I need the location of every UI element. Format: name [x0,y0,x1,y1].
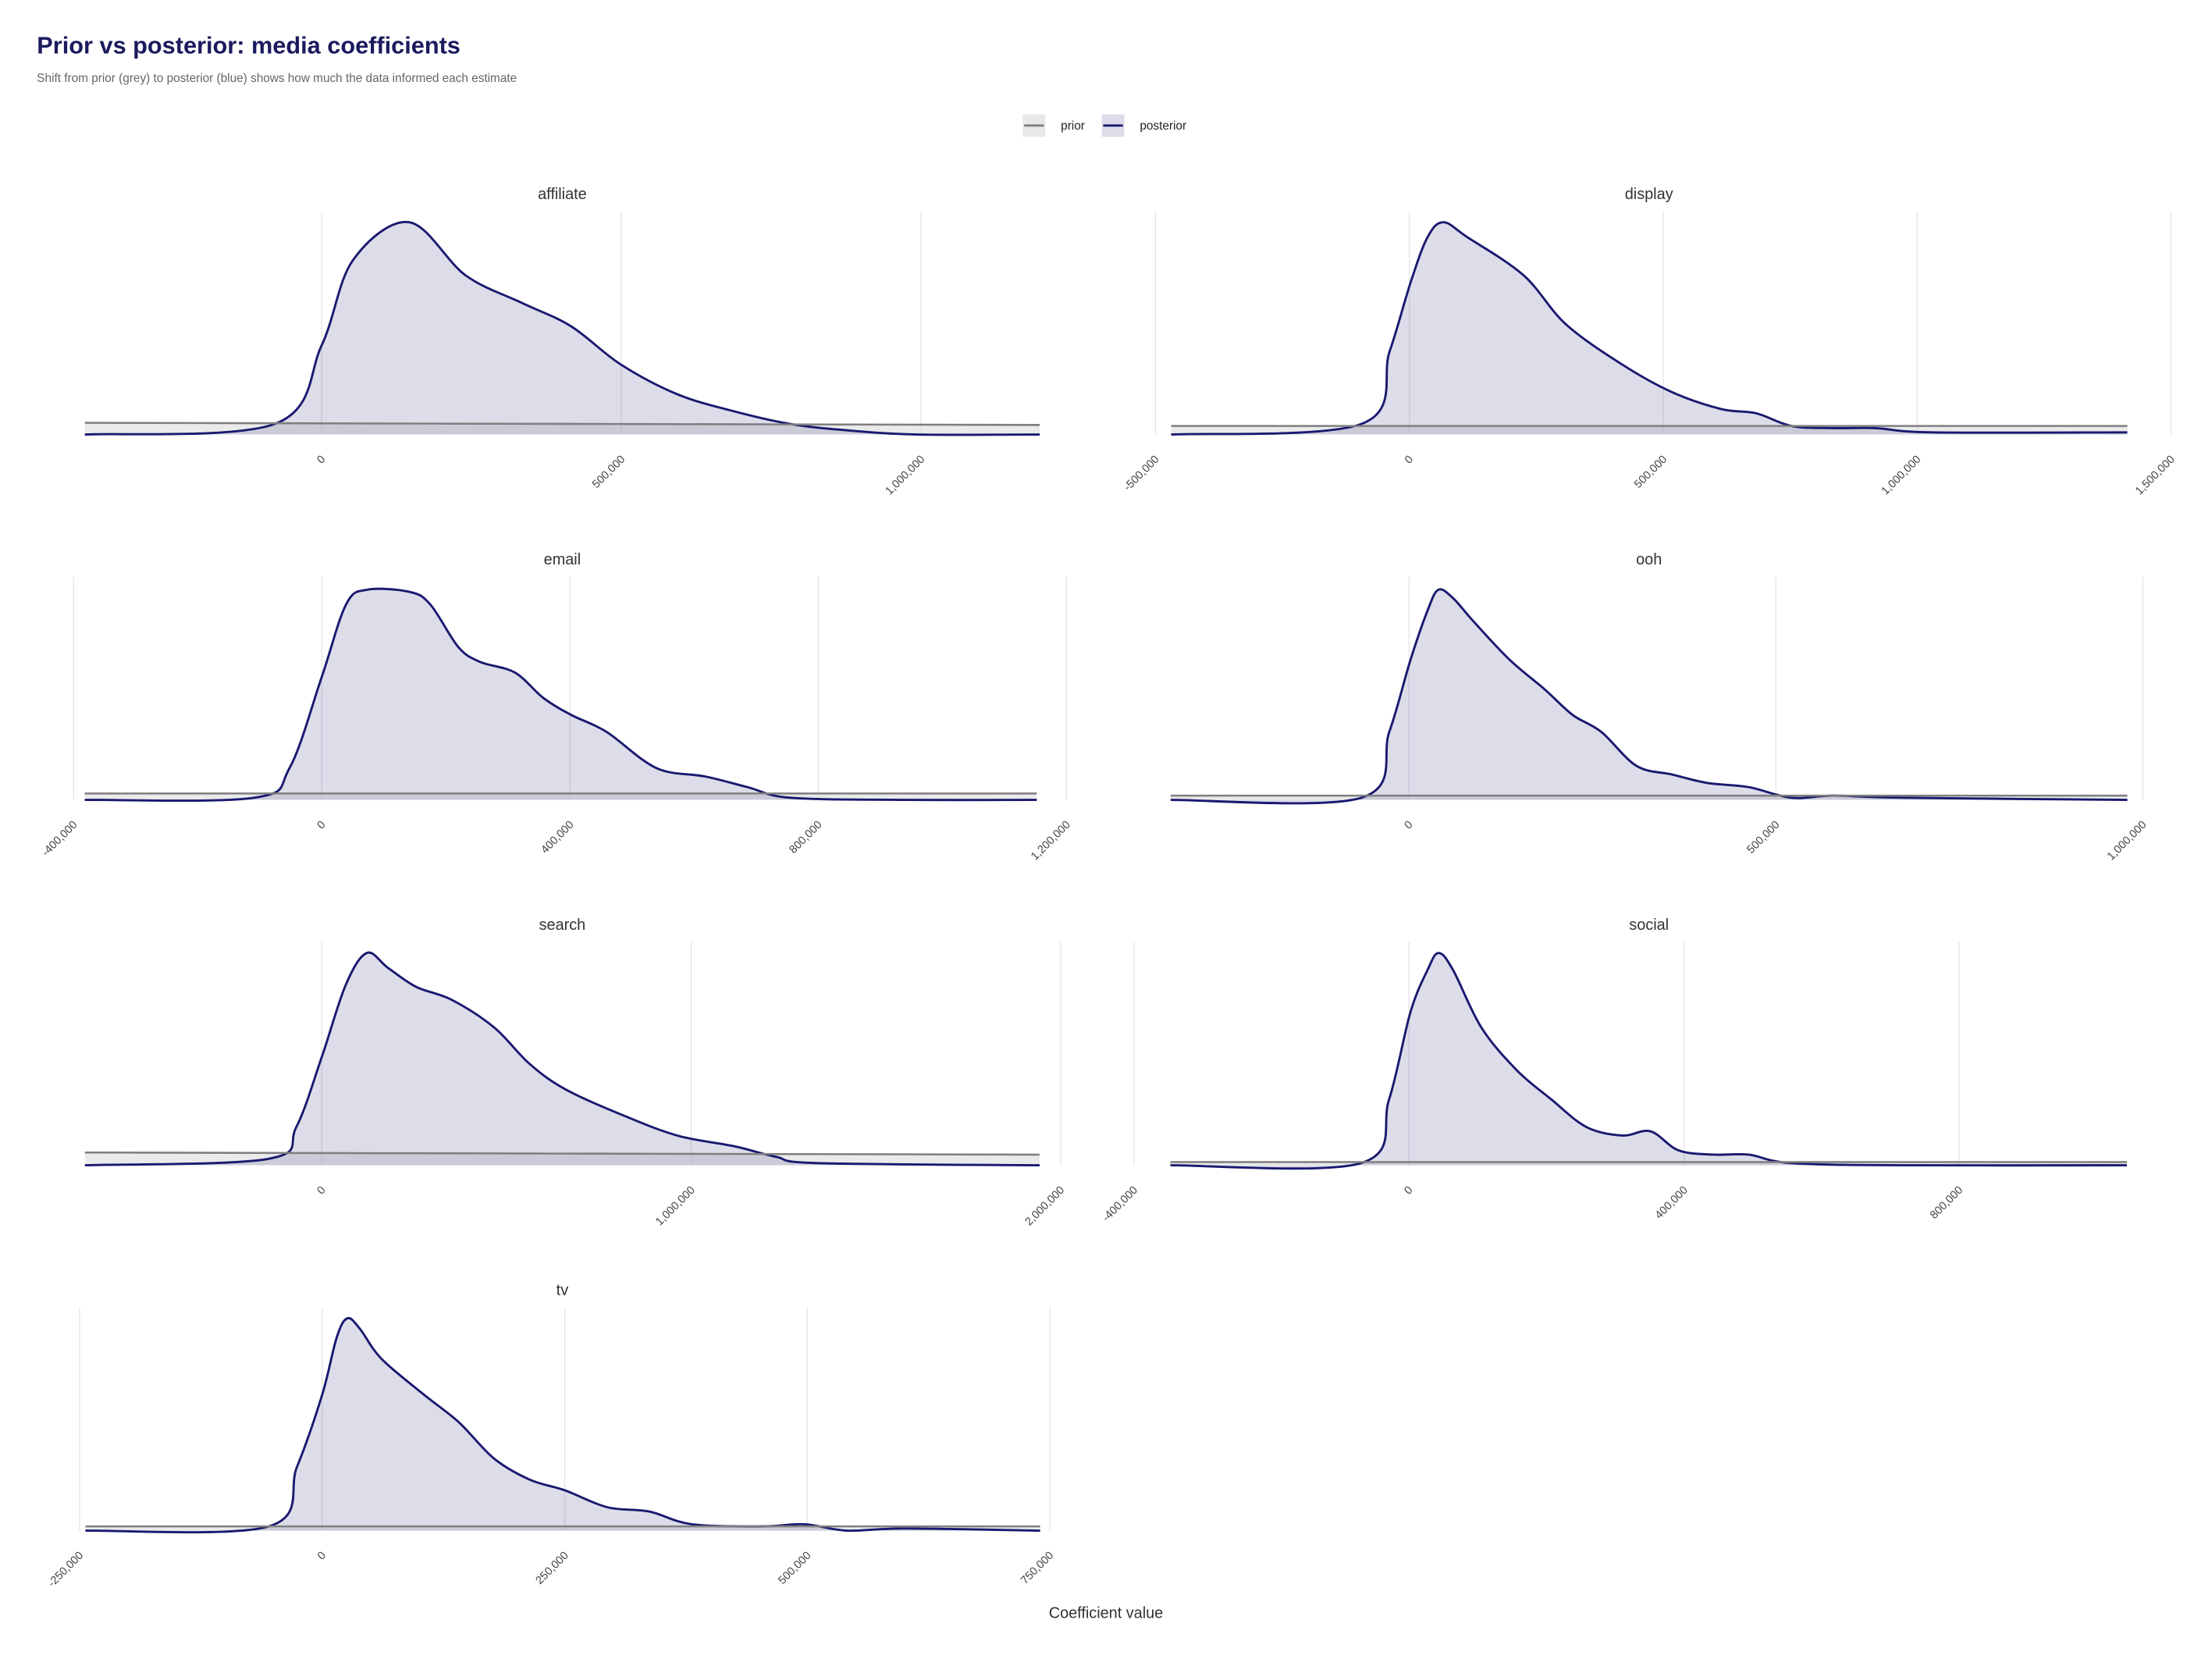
panel-title: email [544,551,581,568]
prior-line [84,1151,1040,1156]
posterior-area [1170,589,2128,803]
prior-area [1171,425,2128,435]
posterior-area [84,589,1037,801]
posterior-line [84,587,1037,803]
prior-area [85,1526,1040,1531]
panel-title: affiliate [538,186,587,203]
x-axis-title: Coefficient value [1049,1605,1163,1622]
panel-title: ooh [1636,551,1662,568]
panel-title: social [1629,917,1669,934]
legend-label: posterior [1140,119,1186,133]
posterior-line [84,951,1040,1167]
posterior-area [1170,952,2128,1169]
legend-label: prior [1061,119,1085,133]
chart-subtitle: Shift from prior (grey) to posterior (bl… [37,72,517,85]
posterior-line [84,221,1040,436]
posterior-area [1171,222,2128,435]
panel-title: tv [557,1282,569,1299]
posterior-line [85,1316,1040,1534]
posterior-line [1170,588,2128,805]
prior-line [84,422,1040,426]
posterior-area [84,952,1040,1166]
panel-title: search [539,917,586,934]
posterior-line [1171,221,2128,436]
chart-title: Prior vs posterior: media coefficients [37,32,461,59]
posterior-area [84,222,1040,435]
panel-title: display [1625,186,1673,203]
posterior-area [85,1318,1040,1533]
